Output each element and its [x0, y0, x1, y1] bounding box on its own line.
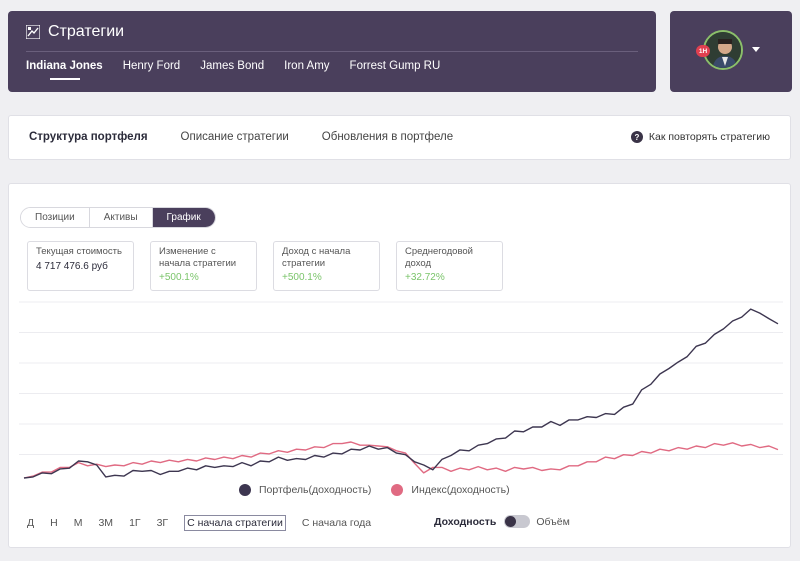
strategy-tabs: Indiana Jones Henry Ford James Bond Iron Am… — [26, 60, 460, 80]
legend-dot-icon — [391, 484, 404, 496]
chart-panel: Позиции Активы График Текущая стоимость 4 7… — [8, 183, 791, 548]
view-segmented-control: Позиции Активы График — [20, 207, 216, 228]
legend-item[interactable]: Портфель(доходность) — [239, 484, 371, 496]
view-tab[interactable]: График — [152, 208, 215, 227]
stat-value: 4 717 476.6 руб — [36, 260, 108, 272]
period-button[interactable]: 1Г — [129, 517, 141, 529]
period-button[interactable]: С начала года — [301, 517, 372, 529]
avatar-image-icon — [705, 32, 741, 68]
legend-label: Индекс(доходность) — [411, 484, 510, 496]
stat-label: Среднегодовой доход — [405, 246, 473, 269]
strategy-tab[interactable]: James Bond — [200, 60, 265, 72]
strategies-header: Стратегии Indiana Jones Henry Ford James B… — [8, 11, 656, 92]
stat-label: Доход с начала стратегии — [282, 246, 351, 269]
subnav-tabs: Структура портфеля Описание стратегии Обно… — [29, 131, 486, 143]
toggle-right-label[interactable]: Объём — [536, 515, 570, 528]
strategies-logo-icon — [26, 25, 40, 39]
subnav-tab[interactable]: Обновления в портфеле — [321, 131, 454, 143]
strategy-tab[interactable]: Henry Ford — [122, 60, 181, 72]
chart-legend: Портфель(доходность) Индекс(доходность) — [239, 484, 530, 496]
metric-toggle-switch[interactable] — [504, 515, 531, 528]
metric-toggle: Доходность Объём — [434, 515, 570, 528]
stat-card: Текущая стоимость 4 717 476.6 руб — [27, 241, 134, 291]
header-divider — [26, 51, 638, 52]
page-title: Стратегии — [26, 23, 124, 41]
header-title-text: Стратегии — [48, 23, 125, 40]
period-button[interactable]: Н — [50, 517, 58, 529]
how-to-repeat-label: Как повторять стратегию — [648, 131, 770, 143]
strategy-tab[interactable]: Iron Amy — [284, 60, 330, 72]
how-to-repeat-link[interactable]: ? Как повторять стратегию — [630, 131, 770, 143]
stat-label: Текущая стоимость — [36, 246, 122, 257]
chevron-down-icon[interactable] — [752, 47, 760, 52]
returns-chart — [19, 301, 783, 479]
series-line — [23, 441, 779, 479]
avatar-badge: 1Н — [696, 45, 710, 57]
stats-row: Текущая стоимость 4 717 476.6 руб Изменени… — [27, 241, 519, 291]
stat-value: +500.1% — [282, 272, 322, 283]
stat-label: Изменение с начала стратегии — [159, 246, 237, 269]
period-button[interactable]: 3М — [98, 517, 114, 529]
legend-dot-icon — [239, 484, 251, 496]
strategy-tab[interactable]: Indiana Jones — [26, 60, 103, 80]
portfolio-subnav: Структура портфеля Описание стратегии Обно… — [8, 115, 791, 160]
user-menu[interactable]: 1Н — [670, 11, 792, 92]
subnav-tab[interactable]: Структура портфеля — [29, 131, 148, 143]
stat-value: +32.72% — [405, 272, 445, 283]
period-selector: Д Н М 3М 1Г 3Г С начала стратегии С начала года — [27, 515, 387, 531]
period-button[interactable]: С начала стратегии — [184, 515, 286, 531]
toggle-left-label[interactable]: Доходность — [434, 515, 497, 528]
view-tab[interactable]: Активы — [89, 208, 153, 227]
stat-value: +500.1% — [159, 272, 199, 283]
series-line — [23, 308, 779, 479]
toggle-knob — [505, 516, 517, 527]
stat-card: Изменение с начала стратегии +500.1% — [150, 241, 257, 291]
view-tab[interactable]: Позиции — [21, 208, 90, 227]
strategy-tab[interactable]: Forrest Gump RU — [349, 60, 441, 72]
legend-item[interactable]: Индекс(доходность) — [391, 484, 510, 496]
legend-label: Портфель(доходность) — [259, 484, 372, 496]
subnav-tab[interactable]: Описание стратегии — [180, 131, 289, 143]
avatar[interactable] — [703, 30, 743, 70]
question-icon: ? — [630, 131, 643, 143]
stat-card: Доход с начала стратегии +500.1% — [273, 241, 380, 291]
period-button[interactable]: М — [73, 517, 83, 529]
stat-card: Среднегодовой доход +32.72% — [396, 241, 503, 291]
period-button[interactable]: 3Г — [156, 517, 169, 529]
period-button[interactable]: Д — [27, 517, 35, 529]
